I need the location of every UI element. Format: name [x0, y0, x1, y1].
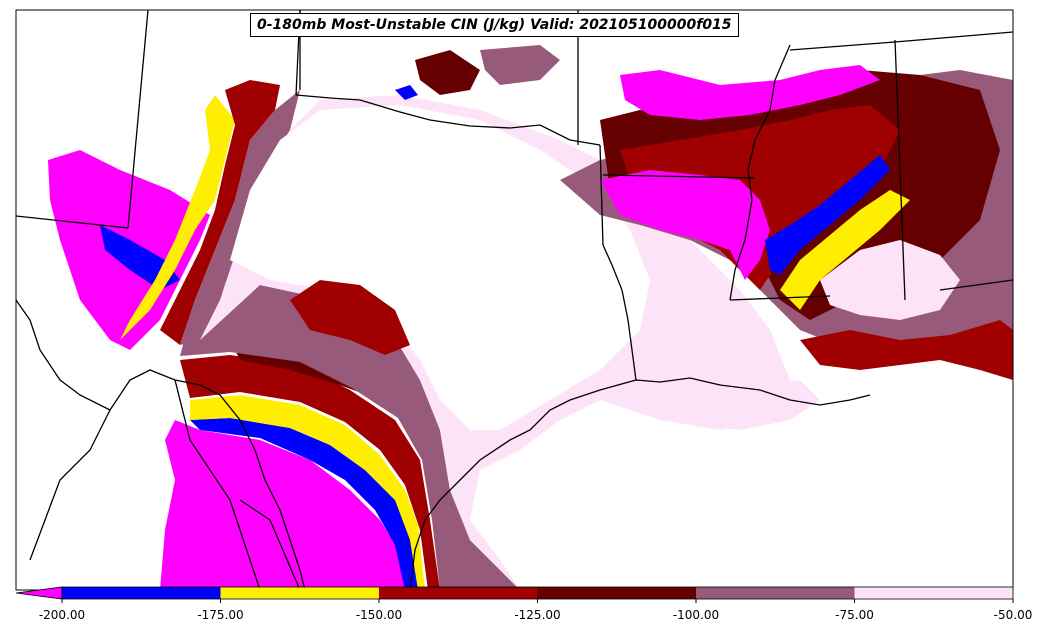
- field-east-pink: [820, 240, 960, 320]
- colorbar-bin: [696, 587, 855, 599]
- field-sw-blue: [190, 418, 420, 590]
- border-rio-grande: [16, 299, 306, 590]
- field-east-blue: [765, 155, 890, 275]
- colorbar-bin: [379, 587, 538, 599]
- field-north-mauve: [480, 45, 560, 85]
- field-wtx-red: [290, 280, 410, 355]
- coastline-gulf: [409, 377, 871, 590]
- field-east-red: [620, 105, 900, 290]
- field-east-yellow: [780, 190, 910, 310]
- field-nw-red: [160, 80, 280, 345]
- colorbar-bin: [537, 587, 696, 599]
- border-ark-west: [599, 144, 604, 246]
- colorbar-tick-label: -175.00: [197, 608, 244, 622]
- border-tx-la: [602, 244, 637, 381]
- colorbar-tick-label: -50.00: [993, 608, 1033, 622]
- boundaries: [16, 10, 1013, 590]
- field-se-red: [800, 320, 1013, 380]
- field-sw-magenta: [160, 420, 420, 590]
- border-tn-north: [789, 31, 1013, 51]
- border-red-river: [295, 94, 601, 146]
- field-east-magenta-north: [620, 65, 880, 120]
- field-sw-mauve: [180, 285, 520, 590]
- border-nm-az: [127, 10, 149, 229]
- map-title: 0-180mb Most-Unstable CIN (J/kg) Valid: …: [250, 13, 739, 37]
- field-north-darkred: [415, 50, 480, 95]
- field-nw-mauve: [180, 90, 300, 345]
- colorbar-tick-label: -100.00: [672, 608, 720, 622]
- border-mx-states: [29, 379, 301, 590]
- colorbar-bin: [62, 587, 221, 599]
- colorbar-tick-label: -150.00: [355, 608, 403, 622]
- border-mississippi: [729, 44, 791, 301]
- field-central-white: [230, 105, 650, 430]
- field-se-pink: [640, 380, 820, 430]
- colorbar-tick-label: -125.00: [514, 608, 561, 622]
- border-us-mx-west: [16, 215, 129, 229]
- colorbar: [15, 586, 1014, 603]
- border-ms-al: [894, 39, 906, 301]
- field-sw-red: [180, 355, 440, 590]
- colorbar-bin: [854, 587, 1013, 599]
- colorbar-bin: [220, 587, 379, 599]
- border-al-ga: [939, 279, 1013, 291]
- border-ar-la: [602, 174, 756, 179]
- field-nw-yellow: [120, 95, 235, 340]
- colorbar-tick-label: -75.00: [835, 608, 874, 622]
- field-east-magenta: [600, 170, 770, 280]
- border-la-ms: [729, 295, 831, 301]
- field-sw-yellow: [190, 395, 425, 590]
- colorbar-tick-label: -200.00: [38, 608, 86, 622]
- map-field: [16, 10, 1013, 590]
- field-north-blue: [395, 85, 418, 100]
